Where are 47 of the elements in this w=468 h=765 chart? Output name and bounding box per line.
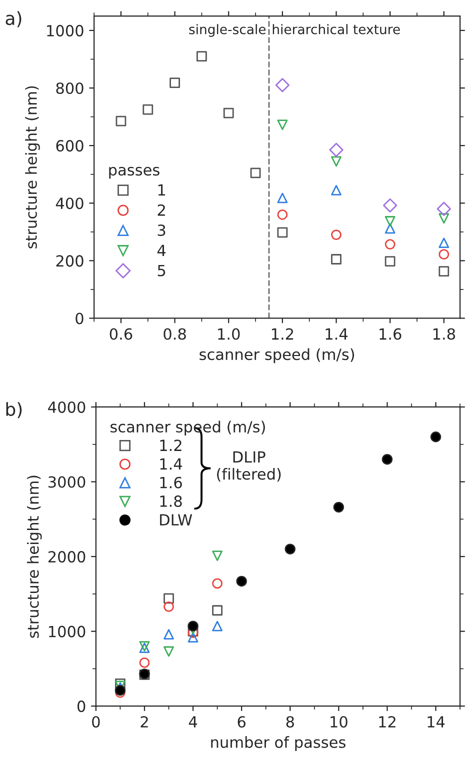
legend-label: 1 [158,184,166,196]
x-tick-label: 10 [330,716,348,728]
y-axis-title: structure height (nm) [25,86,40,248]
x-tick-label: 1.4 [326,328,348,340]
y-tick-label: 200 [56,255,84,267]
legend-label: 3 [158,224,166,236]
legend-title: scanner speed (m/s) [110,420,265,436]
legend-label: 4 [157,244,166,256]
legend-title: passes [109,166,160,179]
text: a) [6,11,22,28]
x-tick-label: 6 [238,716,246,728]
annotation: hierarchical texture [272,24,400,34]
y-tick-label: 1000 [47,24,84,36]
legend-label: DLW [160,514,192,526]
text: b) [6,402,22,418]
y-tick-label: 800 [56,82,84,94]
legend-label: 1.8 [160,495,182,507]
legend-label: 1.6 [160,476,182,488]
y-axis-title: structure height (nm) [26,476,42,638]
y-tick-label: 2000 [48,551,86,563]
x-axis-title: scanner speed (m/s) [200,348,354,364]
x-tick-label: 0 [92,716,100,728]
y-tick-label: 600 [56,140,84,152]
x-tick-label: 1.8 [433,328,455,340]
x-tick-label: 4 [188,716,198,728]
legend-label: 5 [158,264,166,276]
y-tick-label: 3000 [48,476,86,488]
x-tick-label: 14 [428,716,445,728]
x-tick-label: 1.6 [380,328,402,340]
x-tick-label: 8 [286,716,294,728]
x-tick-label: 2 [140,716,148,728]
annotation: DLIP (filtered) [217,451,281,482]
legend-label: 2 [158,204,165,216]
y-tick-label: 1000 [49,626,86,638]
y-tick-label: 0 [78,700,86,712]
legend-label: 1.4 [160,458,182,470]
x-tick-label: 1.0 [218,328,240,340]
x-tick-label: 1.2 [272,328,294,340]
y-tick-label: 0 [76,312,84,324]
annotation: single-scale [189,24,266,37]
x-tick-label: 0.6 [110,328,132,340]
legend-label: 1.2 [160,440,182,451]
x-tick-label: 0.8 [164,328,186,340]
y-tick-label: 400 [56,198,84,210]
y-tick-label: 4000 [48,401,86,413]
x-tick-label: 12 [379,716,396,728]
x-axis-title: number of passes [211,736,346,751]
